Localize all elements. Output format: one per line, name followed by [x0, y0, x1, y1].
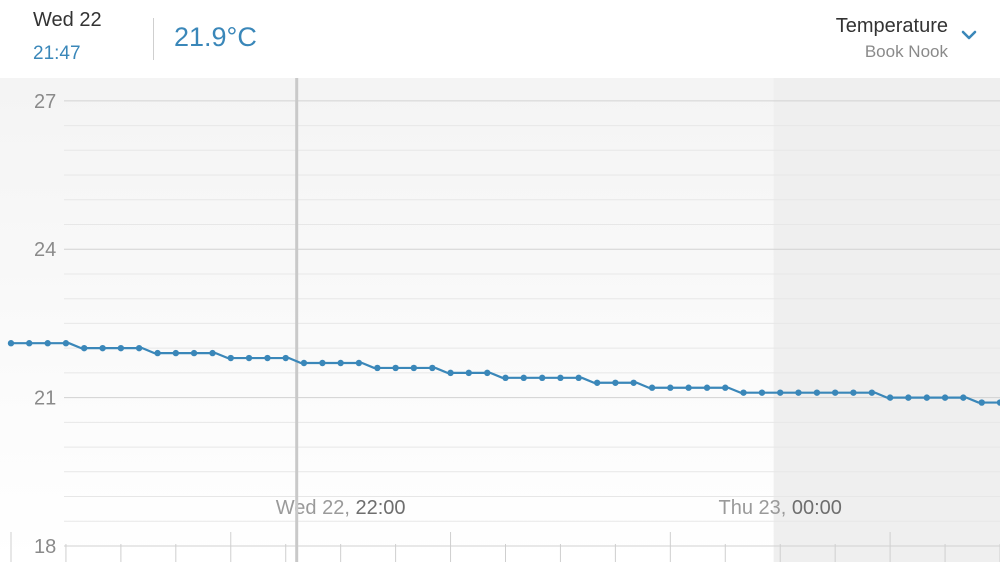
header: Wed 22 21:47 21.9°C Temperature Book Noo…: [0, 0, 1000, 78]
data-point: [135, 344, 143, 352]
data-point: [26, 340, 33, 347]
data-point: [960, 394, 967, 401]
data-point: [392, 364, 399, 372]
metric-selector-label[interactable]: Temperature: [835, 15, 948, 37]
temperature-chart[interactable]: 18 21 24 27 Wed 22, 22:00 Thu 23, 00:00: [0, 78, 1000, 562]
data-point: [703, 384, 711, 391]
temperature-reading: 21.9°C: [174, 22, 257, 52]
room-label[interactable]: Book Nook: [864, 42, 948, 61]
data-point: [99, 344, 106, 352]
data-point: [758, 389, 766, 396]
night-shading: [773, 78, 1000, 562]
grid: [64, 100, 1000, 547]
data-point: [557, 374, 564, 382]
data-point: [648, 384, 656, 391]
data-point: [190, 349, 198, 357]
data-point: [978, 399, 985, 406]
data-point: [62, 340, 70, 347]
data-point: [227, 354, 234, 362]
data-point: [484, 369, 491, 377]
data-point: [44, 340, 51, 347]
data-point: [795, 389, 802, 396]
data-point: [319, 359, 326, 367]
data-point: [337, 359, 344, 367]
temperature-series: [7, 340, 1000, 406]
data-point: [429, 364, 436, 372]
data-point: [465, 369, 472, 377]
data-point: [502, 374, 509, 382]
data-point: [447, 369, 454, 377]
data-point: [575, 374, 582, 382]
data-point: [538, 374, 546, 382]
data-point: [996, 399, 1000, 406]
data-point: [282, 354, 289, 362]
data-point: [117, 344, 125, 352]
header-divider: [153, 18, 154, 60]
data-point: [630, 379, 637, 386]
data-point: [923, 394, 931, 401]
data-point: [172, 349, 180, 357]
data-point: [300, 359, 308, 367]
data-point: [245, 354, 253, 362]
selected-time: 21:47: [33, 43, 81, 64]
data-point: [850, 389, 857, 396]
data-point: [740, 389, 747, 396]
data-point: [813, 389, 821, 396]
x-axis: Wed 22, 22:00 Thu 23, 00:00: [10, 497, 1000, 562]
data-point: [374, 364, 381, 372]
data-point: [685, 384, 692, 391]
selected-day: Wed 22: [33, 9, 102, 31]
y-tick-label: 27: [34, 91, 56, 113]
data-point: [410, 364, 418, 372]
y-tick-label: 21: [34, 388, 56, 410]
data-point: [7, 340, 15, 347]
data-point: [264, 354, 271, 362]
data-point: [941, 394, 949, 401]
data-point: [667, 384, 674, 391]
data-point: [209, 349, 216, 357]
data-point: [722, 384, 729, 391]
data-point: [905, 394, 912, 401]
data-point: [520, 374, 527, 382]
data-point: [612, 379, 619, 386]
data-point: [777, 389, 784, 396]
data-point: [886, 394, 894, 401]
data-point: [831, 389, 839, 396]
data-point: [154, 349, 161, 357]
data-point: [593, 379, 601, 386]
data-point: [355, 359, 363, 367]
data-point: [868, 389, 876, 396]
data-point: [80, 344, 88, 352]
y-tick-label: 18: [34, 536, 56, 558]
y-tick-label: 24: [34, 239, 56, 261]
x-tick-label: Thu 23, 00:00: [718, 497, 841, 519]
y-axis: 18 21 24 27: [34, 91, 56, 558]
chevron-down-icon[interactable]: [958, 24, 980, 46]
